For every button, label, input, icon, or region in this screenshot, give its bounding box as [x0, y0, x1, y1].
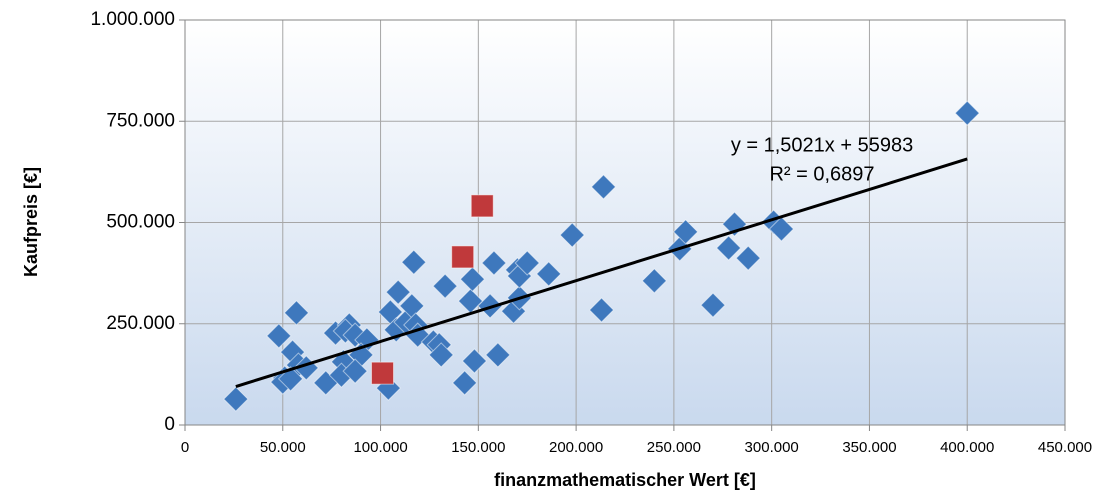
- data-point: [385, 279, 411, 305]
- x-tick-label: 250.000: [647, 439, 701, 456]
- r-squared: R² = 0,6897: [769, 163, 874, 185]
- data-point: [283, 300, 310, 326]
- x-axis-title: finanzmathematischer Wert [€]: [494, 470, 756, 490]
- x-tick-label: 200.000: [549, 439, 603, 456]
- data-point: [432, 273, 458, 299]
- x-tick-label: 150.000: [451, 439, 505, 456]
- data-point: [715, 235, 742, 261]
- x-tick-label: 450.000: [1038, 439, 1092, 456]
- y-tick-label: 500.000: [106, 212, 175, 233]
- x-tick-label: 350.000: [842, 439, 896, 456]
- data-point: [588, 297, 615, 323]
- data-point: [401, 249, 427, 275]
- data-point: [536, 261, 562, 287]
- x-tick-label: 0: [181, 439, 189, 456]
- data-point: [768, 216, 795, 242]
- y-axis-title: Kaufpreis [€]: [21, 167, 41, 277]
- trend-equation: y = 1,5021x + 55983: [731, 134, 913, 156]
- data-point: [459, 266, 486, 292]
- data-point: [641, 268, 668, 294]
- data-point: [559, 222, 585, 248]
- data-point: [428, 342, 454, 368]
- x-tick-label: 50.000: [260, 439, 306, 456]
- y-tick-label: 0: [164, 414, 175, 435]
- data-point: [735, 245, 761, 271]
- data-point: [590, 174, 617, 200]
- y-tick-label: 750.000: [106, 110, 175, 131]
- data-point: [451, 370, 478, 396]
- trendline: [235, 157, 968, 388]
- data-point: [481, 250, 507, 276]
- data-point: [672, 219, 699, 245]
- plot-border: [184, 19, 1066, 426]
- data-point: [223, 386, 249, 412]
- y-tick-label: 1.000.000: [90, 9, 175, 30]
- data-point: [342, 358, 368, 384]
- data-point: [470, 194, 494, 218]
- x-tick-label: 100.000: [353, 439, 407, 456]
- data-point: [954, 100, 980, 126]
- y-tick-label: 250.000: [106, 313, 175, 334]
- data-point: [514, 250, 540, 276]
- data-point: [700, 292, 726, 318]
- data-point: [461, 348, 488, 374]
- data-point: [485, 342, 511, 368]
- x-tick-label: 400.000: [940, 439, 994, 456]
- data-point: [266, 323, 292, 349]
- data-point: [371, 361, 395, 385]
- data-point: [451, 245, 475, 269]
- x-tick-label: 300.000: [745, 439, 799, 456]
